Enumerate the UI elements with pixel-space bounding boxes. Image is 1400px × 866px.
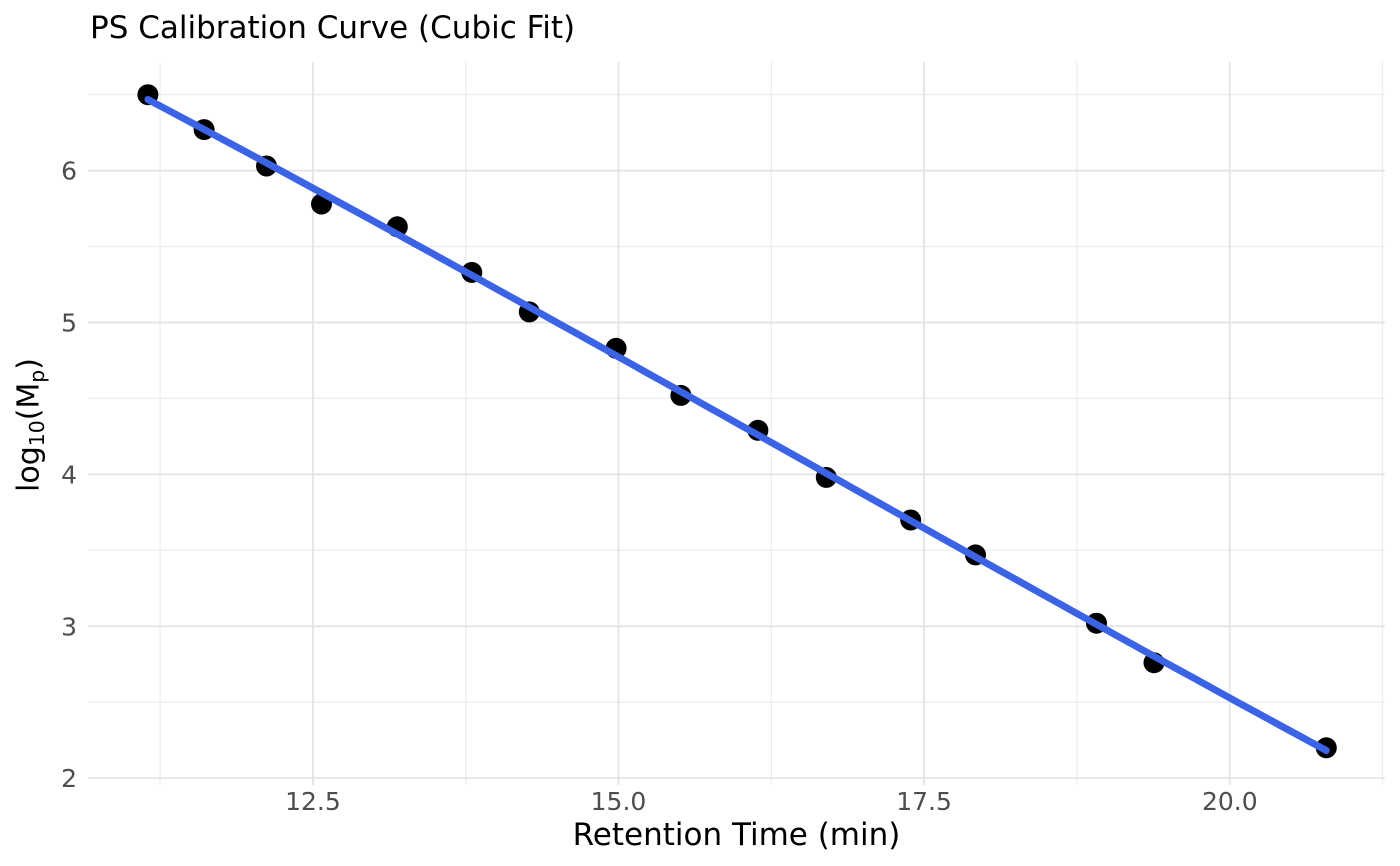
y-tick-label: 3 [61,612,77,641]
x-axis-label: Retention Time (min) [572,817,901,853]
x-tick-label: 20.0 [1202,787,1258,816]
x-tick-label: 15.0 [591,787,647,816]
y-tick-label: 4 [61,460,77,489]
x-tick-label: 17.5 [896,787,952,816]
y-axis-label: log10(Mp) [11,358,50,492]
chart-title: PS Calibration Curve (Cubic Fit) [90,10,576,46]
y-tick-label: 5 [61,309,77,338]
x-tick-label: 12.5 [285,787,341,816]
y-tick-label: 6 [61,157,77,186]
y-tick-label: 2 [61,764,77,793]
fit-line [144,96,1330,754]
